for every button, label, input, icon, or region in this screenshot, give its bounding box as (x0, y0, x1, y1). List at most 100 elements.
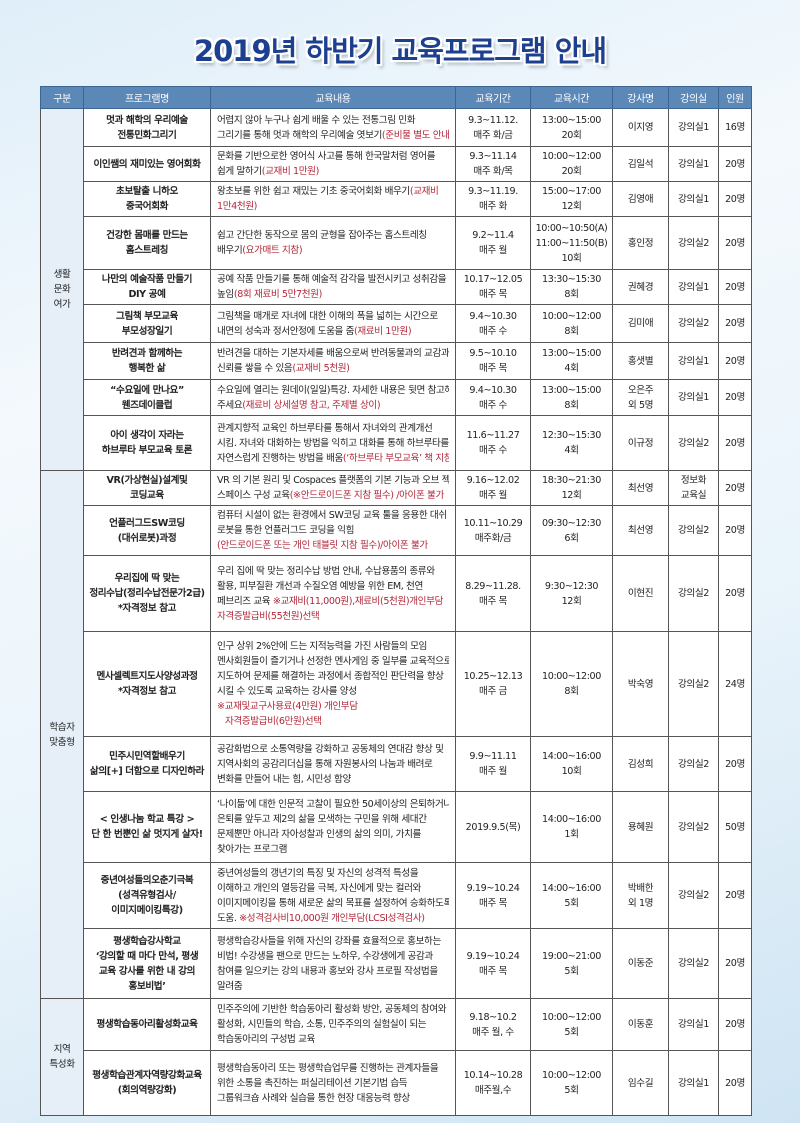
content-text: 스페이스 구성 교육 (217, 490, 290, 501)
time-line: 5회 (564, 897, 579, 909)
program-name: 웬즈데이클럽 (121, 399, 173, 411)
room-name: 강의실2 (678, 958, 709, 969)
table-row: < 인생나눔 학교 특강 > 단 한 번뿐인 삶 멋지게 살자! ‘나이듦’에 대한… (41, 791, 752, 863)
program-name-cell: 평생학습관계자역량강화교육 (회의역량강화) (83, 1050, 211, 1116)
instructor-name: 이동준 (627, 958, 654, 969)
instructor-cell: 홍인정 (612, 216, 669, 270)
table-row: 언플러그드SW코딩 (대쉬로봇)과정 컴퓨터 시설이 없는 환경에서 SW코딩 교육… (41, 505, 752, 556)
program-name: 중국어회화 (125, 201, 169, 212)
content-line: 중년여성들의 갱년기의 특징 및 자신의 성격적 특성을 (217, 866, 449, 881)
period-line: 9.16~12.02 (466, 475, 520, 486)
program-name: 홈스트레칭 (125, 245, 169, 256)
capacity-cell: 20명 (718, 146, 752, 182)
time-line: 4회 (564, 445, 579, 456)
instructor-name: 김일석 (627, 158, 654, 170)
content-line: 시킴. 자녀와 대화하는 방법을 익히고 대화를 통해 하브루타를 (217, 436, 449, 451)
period-line: 매주화/금 (474, 532, 512, 544)
content-text: 시킬 수 있도록 교육하는 강사를 양성 (217, 686, 357, 697)
content-line: 활용, 피부질환 개선과 수질오염 예방을 위한 EM, 천연 (217, 579, 449, 594)
capacity-cell: 20명 (718, 998, 752, 1051)
category-cell: 생활 문화 여가 (40, 108, 84, 471)
instructor-name: 용혜원 (627, 821, 654, 833)
period-line: 매주 목 (479, 289, 507, 300)
header-program-name: 프로그램명 (83, 86, 211, 109)
period-cell: 9.2~11.4 매주 월 (455, 216, 531, 270)
content-line: 쉽고 간단한 동작으로 몸의 균형을 잡아주는 홈스트레칭 (217, 228, 449, 243)
instructor-name: 이규정 (627, 437, 654, 449)
program-name-cell: < 인생나눔 학교 특강 > 단 한 번뿐인 삶 멋지게 살자! (83, 791, 211, 863)
content-cell: 왕초보를 위한 쉽고 재밌는 기초 중국어회화 배우기(교재비 1만4천원) (210, 181, 456, 217)
period-cell: 9.5~10.10 매주 목 (455, 342, 531, 380)
capacity-cell: 20명 (718, 304, 752, 343)
time-line: 14:00~16:00 (542, 814, 601, 825)
program-name: 교육 강사를 위한 내 강의 (98, 965, 196, 977)
content-cell: 관계지향적 교육인 하브루타를 통해서 자녀와의 관계개선 시킴. 자녀와 대화하… (210, 415, 456, 471)
content-line: 이미지메이킹을 통해 새로운 삶의 목표를 설정하여 승화하도록 (217, 896, 449, 911)
table-header: 구분 프로그램명 교육내용 교육기간 교육시간 강사명 강의실 인원 (40, 86, 752, 109)
period-line: 매주 목 (479, 595, 507, 607)
content-text: 시킴. 자녀와 대화하는 방법을 익히고 대화를 통해 하브루타를 (217, 437, 449, 449)
program-name: 코딩교육 (130, 490, 164, 501)
period-line: 매주 목 (479, 897, 507, 909)
capacity-cell: 20명 (718, 1050, 752, 1116)
content-cell: 민주주의에 기반한 학습동아리 활성화 방안, 공동체의 참여와 활성화, 시민들… (210, 998, 456, 1051)
time-line: 9:30~12:30 (544, 580, 599, 592)
instructor-cell: 박배한 외 1명 (612, 862, 669, 929)
period-line: 11.6~11.27 (466, 430, 520, 441)
period-line: 9.5~10.10 (469, 348, 517, 359)
content-cell: 수요일에 열리는 원데이(일일)특강. 자세한 내용은 뒷면 참고해 주세요(재료… (210, 379, 456, 416)
room-cell: 강의실2 (668, 862, 719, 929)
content-text: 쉽게 말하기 (217, 166, 262, 177)
instructor-name: 최선영 (627, 482, 654, 494)
capacity-cell: 20명 (718, 342, 752, 380)
content-note: (8회 재료비 5만7천원) (233, 289, 322, 300)
page-title: 2019년 하반기 교육프로그램 안내 (193, 34, 607, 68)
period-cell: 10.17~12.05 매주 목 (455, 269, 531, 305)
content-text: 왕초보를 위한 쉽고 재밌는 기초 중국어회화 배우기 (217, 186, 410, 197)
content-text: 그룹워크숍 사례와 실습을 통한 현장 대응능력 향상 (217, 1092, 410, 1104)
period-line: 9.4~10.30 (469, 310, 517, 322)
room-name: 강의실1 (678, 158, 709, 170)
program-name: 건강한 몸매를 만드는 (106, 230, 188, 241)
room-name: 강의실2 (678, 437, 709, 449)
time-cell: 13:30~15:30 8회 (530, 269, 613, 305)
capacity-cell: 20명 (718, 470, 752, 506)
time-line: 20회 (561, 129, 582, 141)
capacity-cell: 20명 (718, 862, 752, 929)
time-line: 10회 (561, 252, 582, 264)
room-name: 강의실2 (678, 237, 709, 249)
content-text: 주세요 (217, 399, 243, 411)
content-line: 주세요(재료비 상세설명 참고, 주제별 상이) (217, 398, 449, 413)
content-note: (교재비 1만원) (261, 166, 320, 177)
room-name: 강의실2 (678, 525, 709, 536)
content-note: (재료비 1만원) (354, 325, 412, 337)
time-line: 5회 (564, 965, 579, 977)
program-name-cell: 멋과 해학의 우리예술 전통민화그리기 (83, 108, 211, 147)
instructor-name: 외 1명 (627, 897, 654, 909)
content-text: 그림책을 매개로 자녀에 대한 이해의 폭을 넓히는 시간으로 (217, 310, 438, 322)
content-text: 알려줌 (217, 980, 243, 992)
period-line: 매주 수 (479, 399, 507, 411)
program-name: 정리수납(정리수납전문가2급) (89, 588, 205, 599)
content-line: 평생학습강사들을 위해 자신의 강좌를 효율적으로 홍보하는 (217, 934, 449, 949)
content-line: 스페이스 구성 교육(※안드로이드폰 지참 필수) /아이폰 불가 (217, 488, 449, 503)
header-capacity: 인원 (718, 86, 752, 109)
content-line: 학습동아리의 구성법 교육 (217, 1032, 449, 1047)
period-cell: 9.9~11.11 매주 월 (455, 736, 531, 792)
program-name: 민주시민역할배우기 (109, 751, 185, 762)
content-note: (준비물 별도 안내) (381, 129, 449, 141)
time-line: 4회 (564, 363, 579, 374)
program-name: 삶의[+] 더함으로 디자인하라 (89, 766, 205, 777)
content-text: 내면의 성숙과 정서안정에 도움을 줌 (217, 325, 354, 337)
content-line: 지역사회의 공감리더십을 통해 자원봉사의 나눔과 배려로 (217, 757, 449, 772)
content-line: 내면의 성숙과 정서안정에 도움을 줌(재료비 1만원) (217, 324, 449, 339)
capacity-cell: 20명 (718, 379, 752, 416)
period-line: 10.17~12.05 (463, 274, 523, 285)
capacity-cell: 20명 (718, 505, 752, 556)
program-name: ‘강의할 때 마다 만석, 평생 (95, 950, 199, 962)
period-line: 매주 금 (479, 686, 507, 697)
content-line: 도움. ※성격검사비10,000원 개인부담(LCSI성격검사) (217, 911, 449, 926)
table-row: 반려견과 함께하는 행복한 삶 반려견을 대하는 기본자세를 배움으로써 반려동물과… (41, 342, 752, 380)
